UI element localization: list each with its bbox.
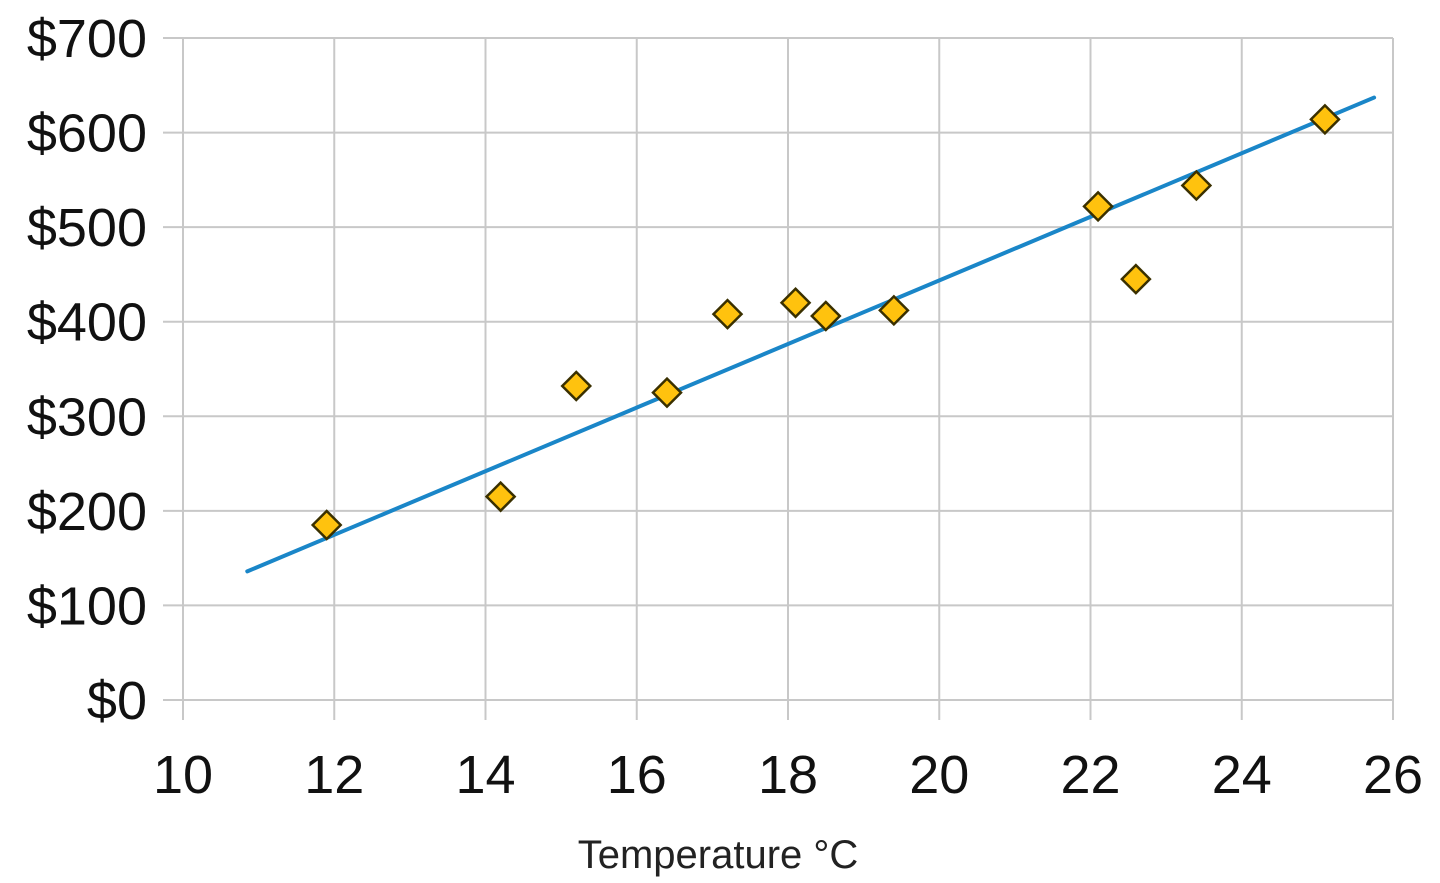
y-tick-label: $100 xyxy=(27,576,147,636)
x-tick-label: 16 xyxy=(607,745,667,805)
y-tick-label: $400 xyxy=(27,293,147,353)
x-tick-label: 14 xyxy=(455,745,515,805)
x-tick-label: 26 xyxy=(1363,745,1423,805)
data-point xyxy=(779,287,812,319)
x-tick-label: 10 xyxy=(153,745,213,805)
trendline-group xyxy=(245,95,1377,574)
data-points xyxy=(310,103,1341,541)
data-point xyxy=(1180,169,1213,202)
x-tick-label: 12 xyxy=(304,745,364,805)
data-point xyxy=(1082,190,1114,223)
y-tick-label: $700 xyxy=(27,9,147,69)
x-axis-ticks: 10 12 14 16 18 20 22 24 26 xyxy=(153,745,1423,805)
y-tick-label: $500 xyxy=(27,198,147,258)
data-point xyxy=(1309,103,1341,136)
data-point xyxy=(810,300,842,332)
data-point xyxy=(1120,263,1152,295)
data-point xyxy=(484,480,517,513)
trendline xyxy=(245,95,1377,574)
data-point xyxy=(878,294,910,327)
y-axis-ticks: $0 $100 $200 $300 $400 $500 $600 $700 xyxy=(27,9,147,731)
x-tick-label: 24 xyxy=(1212,745,1272,805)
gridlines xyxy=(163,37,1394,720)
y-tick-label: $200 xyxy=(27,482,147,542)
y-tick-label: $300 xyxy=(27,387,147,447)
data-point xyxy=(651,376,683,409)
x-tick-label: 20 xyxy=(909,745,969,805)
y-tick-label: $600 xyxy=(27,104,147,164)
x-tick-label: 22 xyxy=(1060,745,1120,805)
x-axis-title: Temperature °C xyxy=(578,833,859,877)
data-point xyxy=(310,509,343,541)
x-tick-label: 18 xyxy=(758,745,818,805)
y-tick-label: $0 xyxy=(87,671,147,731)
data-point xyxy=(711,298,744,330)
data-point xyxy=(560,370,593,402)
